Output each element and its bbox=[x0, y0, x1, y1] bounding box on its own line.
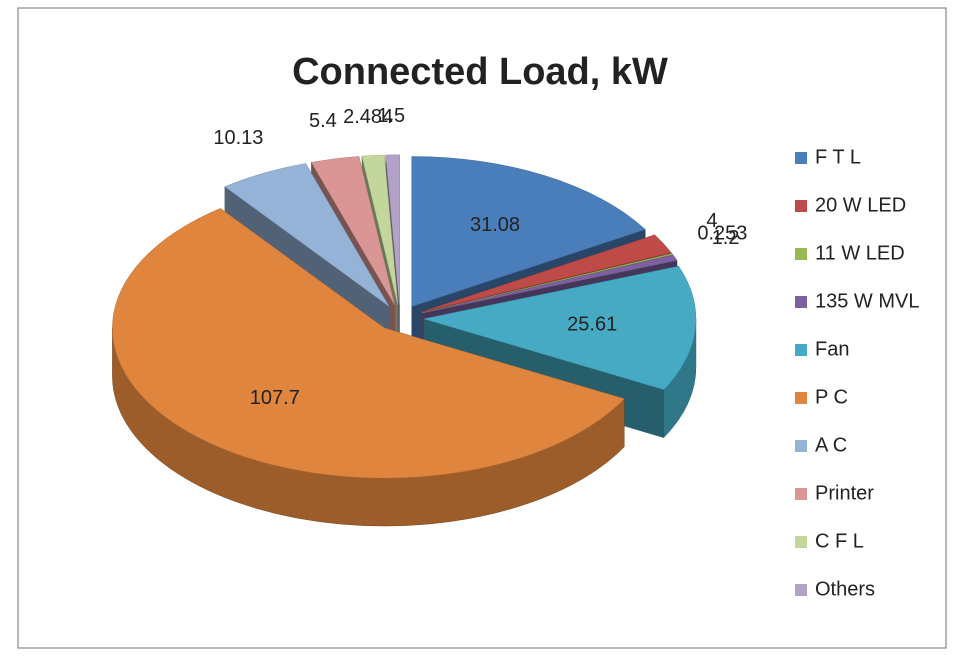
slice bbox=[385, 154, 400, 305]
slice bbox=[423, 265, 697, 390]
chart-title: Connected Load, kW bbox=[292, 51, 668, 93]
legend-label: 20 W LED bbox=[815, 194, 906, 216]
legend-swatch bbox=[795, 392, 807, 404]
legend-swatch bbox=[795, 296, 807, 308]
data-label: 25.61 bbox=[567, 313, 617, 335]
legend-label: Fan bbox=[815, 338, 849, 360]
data-label: 0.253 bbox=[697, 223, 747, 245]
data-label: 5.4 bbox=[309, 110, 337, 132]
legend-swatch bbox=[795, 200, 807, 212]
legend-swatch bbox=[795, 152, 807, 164]
data-label: 1.2 bbox=[712, 227, 740, 249]
legend-label: 11 W LED bbox=[815, 242, 905, 264]
legend-label: Printer bbox=[815, 482, 874, 504]
slice bbox=[361, 154, 399, 305]
slice-tops bbox=[112, 154, 697, 479]
data-label: 31.08 bbox=[470, 214, 520, 236]
slice bbox=[411, 156, 646, 307]
legend-label: P C bbox=[815, 386, 848, 408]
legend-swatch bbox=[795, 248, 807, 260]
data-label: 4 bbox=[706, 210, 717, 232]
slice bbox=[224, 163, 390, 307]
legend-label: Others bbox=[815, 578, 875, 600]
data-label: 2.484 bbox=[343, 106, 393, 128]
slice bbox=[421, 234, 672, 313]
legend-label: F T L bbox=[815, 146, 861, 168]
slice bbox=[422, 253, 674, 314]
slice bbox=[310, 156, 395, 306]
legend-swatch bbox=[795, 584, 807, 596]
slice bbox=[422, 254, 678, 314]
legend-swatch bbox=[795, 536, 807, 548]
legend-label: C F L bbox=[815, 530, 864, 552]
legend-swatch bbox=[795, 488, 807, 500]
legend-label: A C bbox=[815, 434, 847, 456]
data-label: 1.5 bbox=[377, 105, 405, 127]
data-label: 107.7 bbox=[250, 387, 300, 409]
slice bbox=[112, 208, 625, 479]
legend-swatch bbox=[795, 344, 807, 356]
legend-swatch bbox=[795, 440, 807, 452]
legend-label: 135 W MVL bbox=[815, 290, 919, 312]
data-label: 10.13 bbox=[213, 127, 263, 149]
